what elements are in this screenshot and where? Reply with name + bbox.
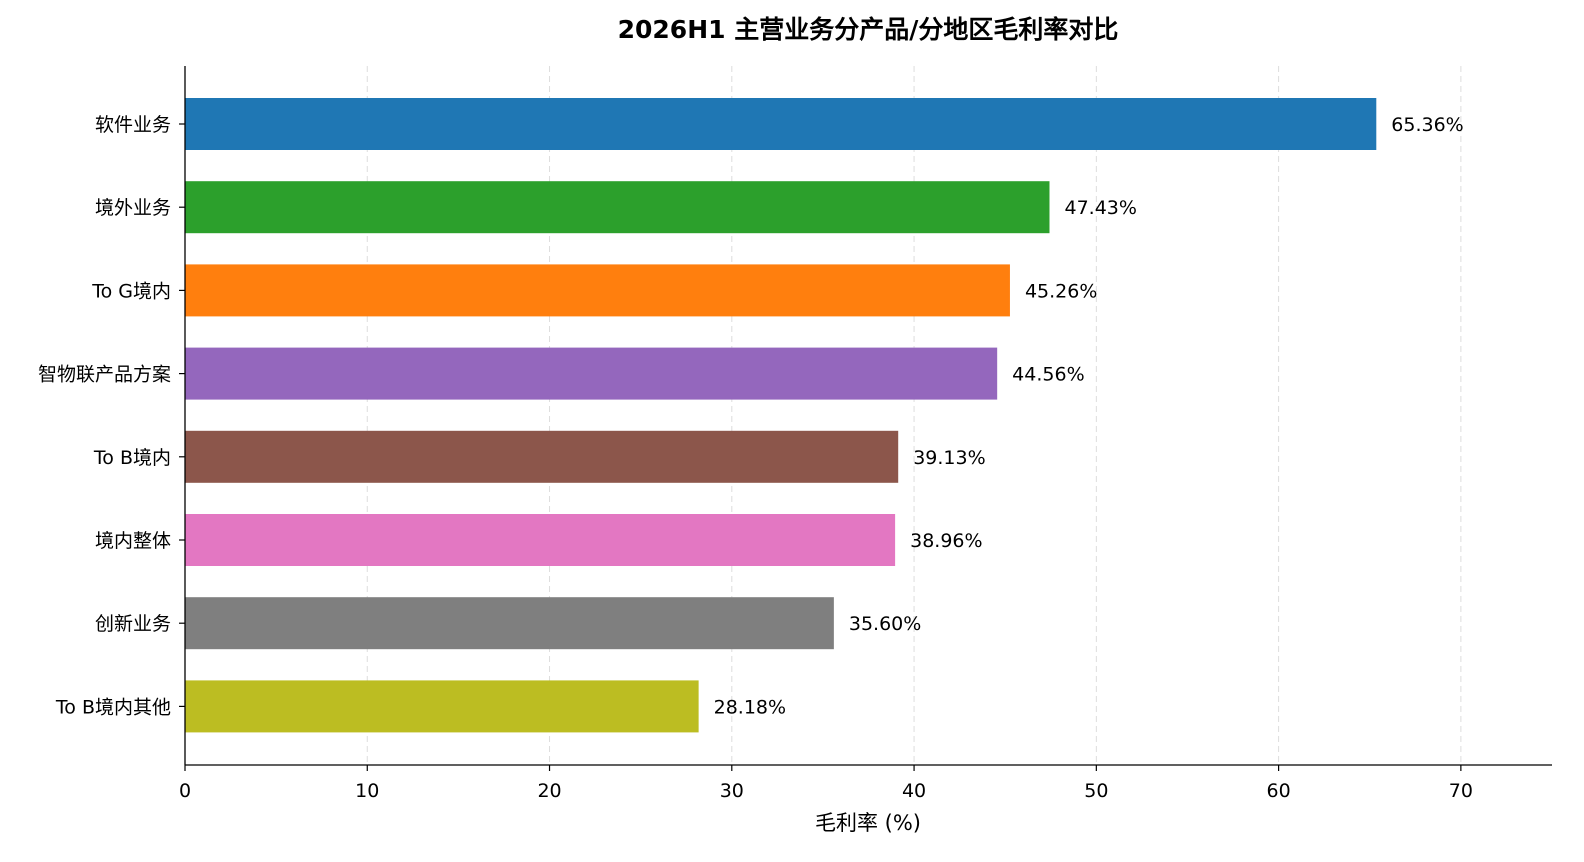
category-label: To B境内 (93, 447, 171, 469)
category-label: 境内整体 (95, 530, 171, 552)
bar-value-label: 39.13% (913, 447, 985, 469)
x-tick-label: 30 (720, 780, 744, 802)
x-tick-label: 50 (1084, 780, 1108, 802)
bar-value-label: 28.18% (714, 696, 786, 718)
chart-title: 2026H1 主营业务分产品/分地区毛利率对比 (618, 15, 1119, 44)
bar-value-label: 47.43% (1064, 197, 1136, 219)
bar (185, 597, 834, 650)
bar (185, 98, 1377, 150)
category-label: 创新业务 (95, 613, 171, 635)
bar (185, 514, 896, 566)
x-tick-label: 0 (179, 780, 191, 802)
bar-value-label: 45.26% (1025, 280, 1097, 302)
category-label: To G境内 (91, 280, 171, 302)
x-tick-label: 60 (1267, 780, 1291, 802)
bar (185, 347, 998, 400)
gridlines (366, 66, 1462, 765)
bar (185, 430, 899, 483)
bar (185, 181, 1050, 234)
category-label: To B境内其他 (55, 696, 171, 718)
x-tick-label: 40 (902, 780, 926, 802)
x-axis-title: 毛利率 (%) (815, 811, 921, 835)
bar-value-label: 44.56% (1012, 364, 1084, 386)
x-axis-ticks: 0 10 20 30 40 50 60 70 (179, 765, 1473, 802)
category-label: 软件业务 (95, 114, 171, 136)
bar (185, 680, 699, 733)
bar (185, 264, 1010, 317)
x-tick-label: 10 (355, 780, 379, 802)
x-tick-label: 20 (537, 780, 561, 802)
value-labels: 65.36% 47.43% 45.26% 44.56% 39.13% 38.96% 35.6… (714, 114, 1464, 718)
category-label: 境外业务 (95, 197, 171, 219)
x-tick-label: 70 (1449, 780, 1473, 802)
bar-value-label: 65.36% (1391, 114, 1463, 136)
bars-group (185, 98, 1377, 733)
bar-value-label: 38.96% (910, 530, 982, 552)
category-label: 智物联产品方案 (38, 364, 171, 386)
bar-value-label: 35.60% (849, 613, 921, 635)
